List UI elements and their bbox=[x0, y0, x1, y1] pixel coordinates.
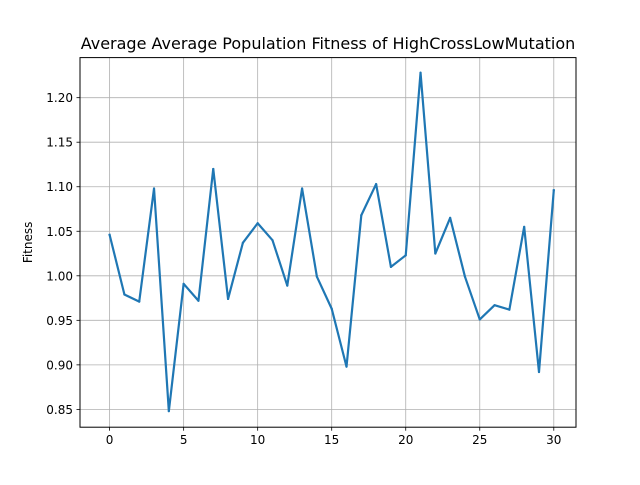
data-point bbox=[360, 214, 363, 217]
data-point bbox=[389, 265, 393, 268]
x-tick-label: 15 bbox=[324, 433, 339, 447]
y-tick-label: 0.95 bbox=[46, 314, 73, 328]
data-point bbox=[537, 370, 541, 374]
data-point bbox=[345, 365, 348, 368]
data-point bbox=[286, 284, 289, 287]
data-point bbox=[271, 239, 274, 242]
y-tick-label: 1.20 bbox=[46, 91, 73, 105]
y-tick-label: 0.90 bbox=[46, 358, 73, 372]
y-tick-label: 0.85 bbox=[46, 403, 73, 417]
data-point bbox=[241, 241, 244, 244]
data-point bbox=[167, 410, 170, 413]
data-point bbox=[404, 254, 407, 257]
series-layer bbox=[108, 71, 555, 413]
data-point bbox=[315, 275, 318, 278]
data-point bbox=[226, 297, 230, 301]
y-tick-label: 1.05 bbox=[46, 225, 73, 239]
data-point bbox=[212, 167, 215, 171]
axis-ticks: 0 5 10 15 20 25 30 0.85 0.90 0.95 1.00 1.05 1.10 1.15… bbox=[46, 91, 561, 447]
data-point bbox=[493, 304, 496, 307]
x-tick-label: 25 bbox=[472, 433, 487, 447]
data-point bbox=[152, 187, 156, 190]
x-tick-label: 10 bbox=[250, 433, 265, 447]
y-tick-label: 1.15 bbox=[46, 136, 73, 150]
data-point bbox=[256, 222, 259, 225]
data-point bbox=[463, 275, 467, 278]
x-tick-label: 20 bbox=[398, 433, 413, 447]
y-tick-label: 1.10 bbox=[46, 180, 73, 194]
y-axis-label: Fitness bbox=[21, 222, 35, 264]
data-point bbox=[449, 216, 452, 220]
data-point bbox=[419, 71, 422, 74]
data-point bbox=[375, 182, 378, 186]
x-tick-label: 0 bbox=[106, 433, 114, 447]
data-point bbox=[552, 189, 555, 192]
plot-frame bbox=[79, 57, 577, 428]
data-point bbox=[123, 293, 126, 296]
x-tick-label: 30 bbox=[546, 433, 561, 447]
data-point bbox=[108, 233, 111, 236]
data-point bbox=[182, 282, 185, 285]
chart-title: Average Average Population Fitness of Hi… bbox=[81, 34, 576, 53]
data-point bbox=[523, 225, 526, 228]
x-tick-label: 5 bbox=[180, 433, 188, 447]
data-point bbox=[478, 318, 481, 321]
data-point bbox=[300, 187, 304, 190]
data-point bbox=[330, 307, 333, 310]
data-point bbox=[138, 300, 141, 303]
data-point bbox=[508, 308, 511, 311]
y-tick-label: 1.00 bbox=[46, 269, 73, 283]
data-point bbox=[434, 252, 437, 255]
data-point bbox=[197, 299, 200, 302]
